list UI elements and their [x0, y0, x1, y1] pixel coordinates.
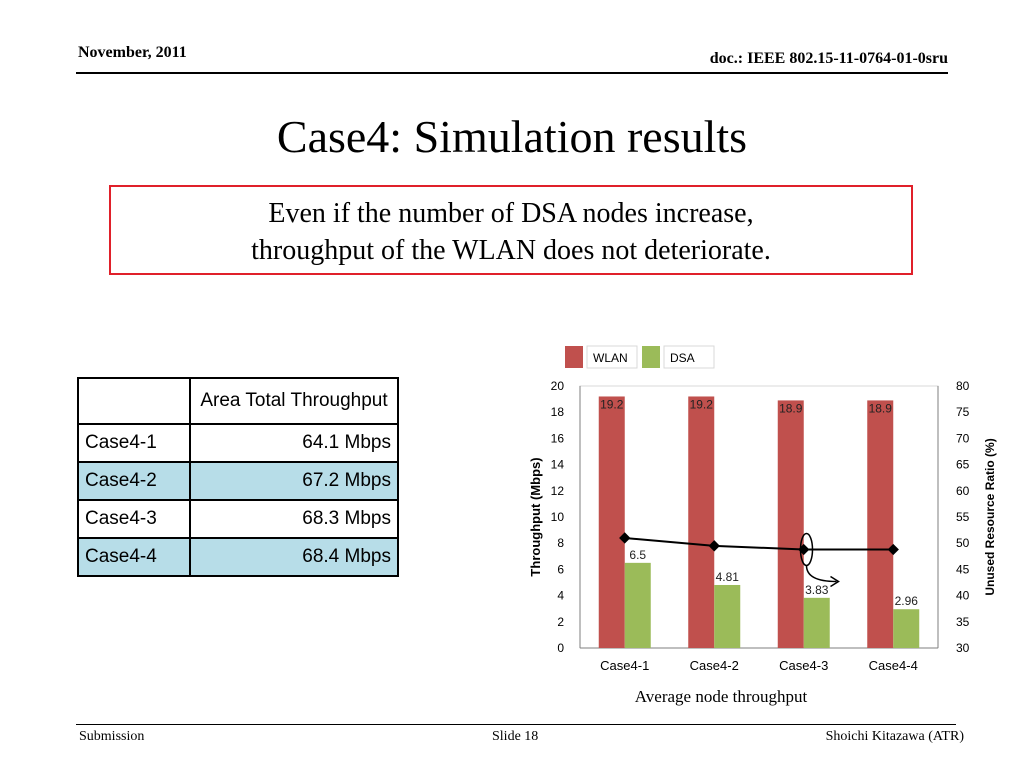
bar-dsa — [714, 584, 741, 648]
right-tick-label: 70 — [956, 431, 970, 445]
chart-caption: Average node throughput — [635, 687, 808, 706]
left-tick-label: 14 — [551, 458, 565, 472]
category-label: Case4-3 — [779, 658, 828, 673]
unused-ratio-line — [624, 536, 894, 551]
bar-data-label: 3.83 — [805, 583, 829, 597]
category-label: Case4-1 — [600, 658, 649, 673]
right-tick-label: 30 — [956, 641, 970, 655]
bar-data-label: 18.9 — [779, 401, 803, 415]
footer-submission: Submission — [79, 729, 145, 744]
bar-wlan — [598, 396, 625, 648]
table-cell-case: Case4-1 — [77, 423, 191, 463]
left-tick-label: 16 — [551, 431, 565, 445]
header-divider — [76, 72, 948, 74]
legend-label-dsa: DSA — [670, 351, 695, 365]
annotation-arrow — [805, 565, 837, 583]
right-tick-label: 45 — [956, 562, 970, 576]
y-axis-title: Throughput (Mbps) — [528, 457, 543, 576]
legend-swatch-dsa — [642, 346, 660, 368]
right-tick-label: 35 — [956, 615, 970, 629]
bar-data-label: 19.2 — [600, 397, 624, 411]
right-tick-label: 65 — [956, 458, 970, 472]
table-row: Case4-4 68.4 Mbps — [77, 537, 399, 577]
bar-wlan — [777, 400, 804, 648]
left-tick-label: 8 — [557, 536, 564, 550]
bar-dsa — [803, 597, 830, 648]
footer-slide-number: Slide 18 — [492, 729, 539, 744]
throughput-table: Area Total Throughput Case4-1 64.1 Mbps … — [77, 377, 399, 577]
left-tick-label: 0 — [557, 641, 564, 655]
callout-line-1: Even if the number of DSA nodes increase… — [268, 198, 754, 229]
category-label: Case4-2 — [690, 658, 739, 673]
line-point-marker — [887, 543, 899, 556]
right-tick-label: 50 — [956, 536, 970, 550]
footer-author: Shoichi Kitazawa (ATR) — [825, 729, 964, 744]
legend-label-wlan: WLAN — [593, 351, 628, 365]
table-cell-value: 68.4 Mbps — [189, 537, 399, 577]
bar-wlan — [867, 400, 894, 648]
legend-swatch-wlan — [565, 346, 583, 368]
bar-data-label: 19.2 — [690, 397, 714, 411]
header-doc-id: doc.: IEEE 802.15-11-0764-01-0sru — [709, 50, 948, 67]
bar-data-label: 6.5 — [629, 548, 646, 562]
line-point-marker — [708, 540, 720, 552]
right-tick-label: 80 — [956, 379, 970, 393]
left-tick-label: 20 — [551, 379, 565, 393]
left-tick-label: 10 — [551, 510, 565, 524]
right-tick-label: 75 — [956, 405, 970, 419]
right-tick-label: 40 — [956, 589, 970, 603]
bar-dsa — [893, 609, 920, 648]
callout-line-2: throughput of the WLAN does not deterior… — [251, 235, 771, 266]
table-header-empty — [77, 377, 191, 425]
left-tick-label: 2 — [557, 615, 564, 629]
header-date: November, 2011 — [78, 44, 187, 61]
category-label: Case4-4 — [869, 658, 918, 673]
table-cell-value: 67.2 Mbps — [189, 461, 399, 501]
callout-box: Even if the number of DSA nodes increase… — [109, 185, 913, 275]
left-tick-label: 18 — [551, 405, 565, 419]
bar-data-label: 4.81 — [716, 570, 740, 584]
table-row: Case4-3 68.3 Mbps — [77, 499, 399, 539]
left-tick-label: 12 — [551, 484, 565, 498]
y-axis-right-title: Unused Resource Ratio (%) — [983, 438, 997, 595]
throughput-chart: 0 2 4 6 8 10 12 14 16 18 20 30 35 40 45 50 55 60 65 70 75 80 1… — [528, 345, 997, 706]
bar-data-label: 2.96 — [895, 594, 919, 608]
annotation-arrowhead — [830, 575, 840, 588]
table-cell-value: 68.3 Mbps — [189, 499, 399, 539]
table-cell-value: 64.1 Mbps — [189, 423, 399, 463]
table-cell-case: Case4-3 — [77, 499, 191, 539]
right-tick-label: 55 — [956, 510, 970, 524]
right-tick-label: 60 — [956, 484, 970, 498]
legend-box — [663, 345, 715, 369]
table-row: Case4-2 67.2 Mbps — [77, 461, 399, 501]
table-cell-case: Case4-4 — [77, 537, 191, 577]
slide-title: Case4: Simulation results — [276, 111, 748, 162]
bar-dsa — [624, 562, 651, 648]
bar-wlan — [688, 396, 715, 648]
table-cell-case: Case4-2 — [77, 461, 191, 501]
table-header-row: Area Total Throughput — [77, 377, 399, 425]
table-header-area-total: Area Total Throughput — [189, 377, 399, 425]
footer-divider — [76, 724, 956, 725]
legend-box — [586, 345, 638, 369]
left-tick-label: 4 — [557, 589, 564, 603]
left-tick-label: 6 — [557, 562, 564, 576]
bar-data-label: 18.9 — [869, 401, 893, 415]
table-row: Case4-1 64.1 Mbps — [77, 423, 399, 463]
